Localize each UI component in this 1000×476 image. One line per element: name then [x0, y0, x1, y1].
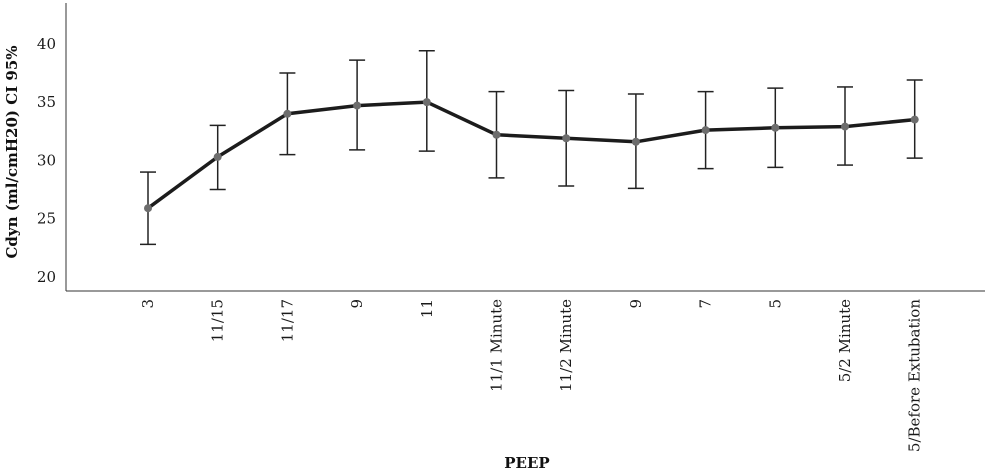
x-tick-label: 7	[697, 299, 715, 309]
data-points	[144, 98, 919, 213]
data-point	[492, 130, 501, 139]
data-point	[562, 134, 571, 143]
data-point	[631, 137, 640, 146]
error-bars	[140, 50, 923, 246]
x-tick-label: 11/2 Minute	[557, 299, 575, 392]
x-tick-label: 3	[139, 299, 157, 309]
y-axis-title: Cdyn (ml/cmH20) CI 95%	[3, 45, 21, 258]
data-point	[353, 101, 362, 110]
data-point	[910, 115, 919, 124]
data-point	[213, 152, 222, 161]
y-tick-label: 20	[37, 268, 56, 286]
data-point	[144, 204, 152, 213]
x-tick-label: 5	[766, 299, 784, 309]
x-tick-label: 11/15	[209, 299, 227, 342]
x-tick-label: 5/2 Minute	[836, 299, 854, 382]
data-point	[841, 122, 849, 131]
axes	[65, 3, 985, 292]
x-axis-title: PEEP	[504, 454, 549, 472]
x-tick-label: 11/1 Minute	[488, 299, 506, 392]
data-point	[422, 98, 431, 107]
x-tick-label: 11/17	[278, 299, 296, 342]
series-line	[146, 100, 915, 210]
x-tick-label: 5/Before Extubation	[906, 299, 924, 452]
data-point	[701, 126, 710, 135]
y-tick-label: 25	[37, 210, 56, 228]
y-tick-label: 30	[37, 151, 56, 169]
x-tick-label: 9	[348, 299, 366, 309]
x-tick-label: 9	[627, 299, 645, 309]
y-tick-label: 35	[37, 93, 56, 111]
x-tick-label: 11	[418, 299, 436, 318]
data-point	[283, 109, 292, 118]
y-tick-labels: 20 25 30 35 40	[37, 35, 56, 286]
y-tick-label: 40	[37, 35, 56, 53]
data-point	[771, 123, 780, 132]
x-tick-labels: 3 11/15 11/17 9 11 11/1 Minute 11/2 Minute 9 7 5 5…	[139, 299, 924, 452]
